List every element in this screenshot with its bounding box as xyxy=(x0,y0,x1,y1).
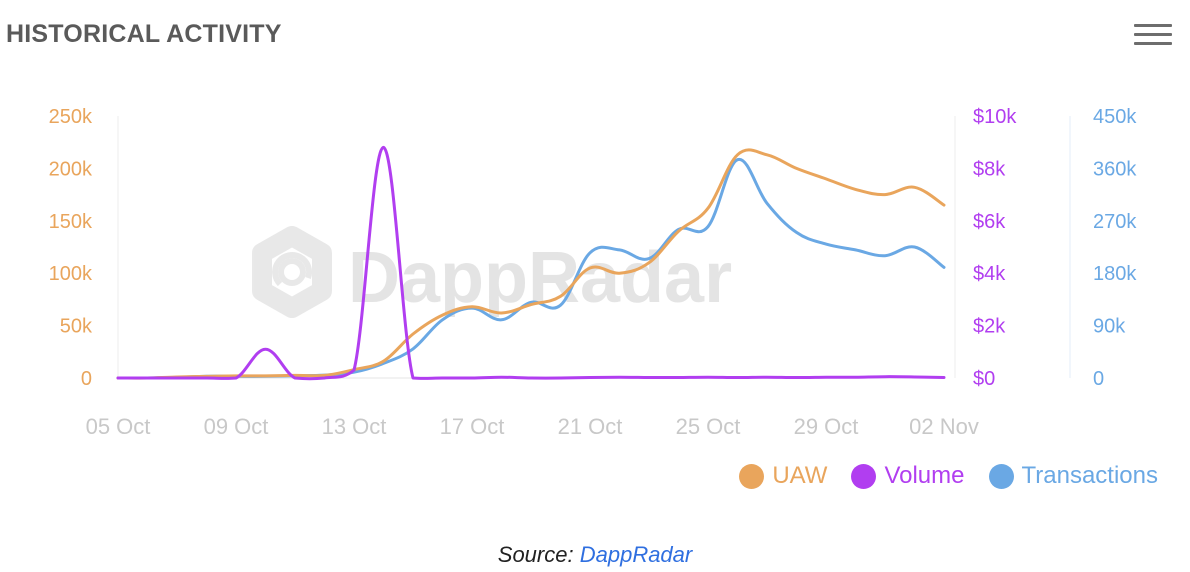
volume-line xyxy=(116,145,946,381)
volume-axis-tick: $2k xyxy=(973,316,1006,338)
volume-axis-tick: $6k xyxy=(973,211,1006,233)
caption: Source: DappRadar xyxy=(0,542,1190,568)
x-axis-tick: 21 Oct xyxy=(558,414,623,439)
left-axis-tick: 200k xyxy=(49,158,93,180)
transactions-axis-tick: 450k xyxy=(1093,106,1137,128)
legend-dot-transactions xyxy=(988,463,1014,489)
transactions-axis-tick: 0 xyxy=(1093,368,1104,390)
legend-dot-uaw xyxy=(739,463,765,489)
chart-canvas: DappRadar 0 50k 100k 150k 200k 250k $0 $2k $4k $6… xyxy=(49,106,1138,439)
volume-axis-tick: $8k xyxy=(973,158,1006,180)
x-axis-tick: 02 Nov xyxy=(909,414,979,439)
left-axis-tick: 50k xyxy=(60,316,93,338)
dappradar-logo-icon xyxy=(252,226,332,318)
transactions-axis-tick: 360k xyxy=(1093,158,1137,180)
transactions-axis-tick: 90k xyxy=(1093,316,1126,338)
legend-label-uaw: UAW xyxy=(772,462,828,489)
left-axis-tick: 100k xyxy=(49,263,93,285)
legend-item-transactions[interactable]: Transactions xyxy=(988,462,1159,490)
x-axis-tick: 13 Oct xyxy=(322,414,387,439)
uaw-line xyxy=(116,148,946,380)
hamburger-menu-icon[interactable] xyxy=(1134,24,1172,48)
transactions-axis-tick: 270k xyxy=(1093,211,1137,233)
watermark-text: DappRadar xyxy=(348,238,732,318)
volume-axis-tick: $10k xyxy=(973,106,1017,128)
caption-source-link[interactable]: DappRadar xyxy=(579,542,693,567)
x-axis-tick: 09 Oct xyxy=(204,414,269,439)
legend-item-volume[interactable]: Volume xyxy=(851,462,965,490)
left-axis-tick: 150k xyxy=(49,211,93,233)
x-axis-tick: 05 Oct xyxy=(86,414,151,439)
caption-prefix: Source: xyxy=(497,542,574,567)
legend: UAW Volume Transactions xyxy=(715,462,1158,490)
x-axis-tick: 25 Oct xyxy=(676,414,741,439)
legend-label-volume: Volume xyxy=(884,462,965,489)
x-axis-tick: 29 Oct xyxy=(794,414,859,439)
chart-title: HISTORICAL ACTIVITY xyxy=(6,20,282,48)
legend-label-transactions: Transactions xyxy=(1021,462,1159,489)
transactions-axis-tick: 180k xyxy=(1093,263,1137,285)
volume-axis-tick: $0 xyxy=(973,368,995,390)
volume-axis-tick: $4k xyxy=(973,263,1006,285)
legend-dot-volume xyxy=(851,463,877,489)
left-axis-tick: 0 xyxy=(81,368,92,390)
left-axis-tick: 250k xyxy=(49,106,93,128)
x-axis-tick: 17 Oct xyxy=(440,414,505,439)
legend-item-uaw[interactable]: UAW xyxy=(739,462,827,490)
